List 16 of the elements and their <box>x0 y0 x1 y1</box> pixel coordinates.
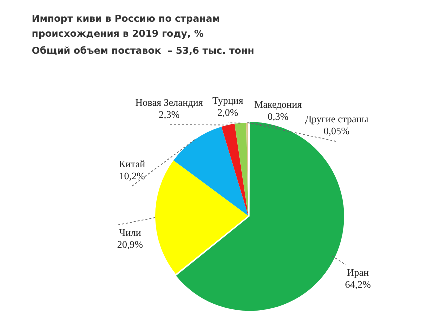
data-label: 64,2% <box>345 280 372 292</box>
slice-label: Чили <box>119 228 142 240</box>
slice-label: Другие страны <box>305 114 369 126</box>
data-label: 20,9% <box>117 240 144 252</box>
slice-label: Новая Зеландия <box>136 98 204 109</box>
data-label: 2,0% <box>218 108 238 120</box>
data-label: 0,3% <box>268 112 289 123</box>
data-label: 10,2% <box>119 171 146 182</box>
chart-title: Импорт киви в Россию по странам происхождения в 2019 году, % <box>32 13 222 42</box>
data-label: 0,05% <box>324 126 350 138</box>
chart-subtitle: Общий объем поставок – 53,6 тыс. тонн <box>32 46 254 57</box>
slice-label: Турция <box>212 96 244 108</box>
data-label: 2,3% <box>159 110 180 121</box>
slice-label: Китай <box>119 159 146 170</box>
slice-label: Македония <box>254 100 302 111</box>
slice-label: Иран <box>347 268 370 280</box>
